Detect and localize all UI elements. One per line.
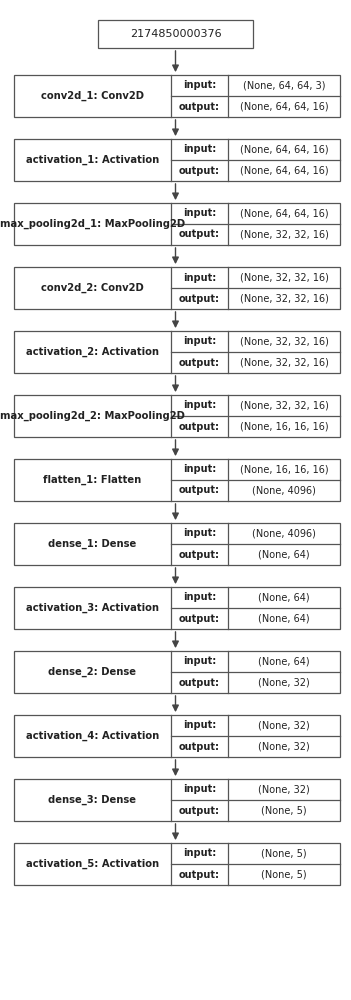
Text: output:: output: <box>179 742 220 752</box>
Text: (None, 32): (None, 32) <box>258 678 310 688</box>
Text: input:: input: <box>183 464 216 475</box>
Text: output:: output: <box>179 550 220 560</box>
Bar <box>14 75 340 117</box>
Text: output:: output: <box>179 869 220 880</box>
Bar <box>14 267 340 309</box>
Text: activation_1: Activation: activation_1: Activation <box>26 155 159 165</box>
Text: input:: input: <box>183 848 216 858</box>
Text: dense_2: Dense: dense_2: Dense <box>48 667 137 677</box>
Text: (None, 32, 32, 16): (None, 32, 32, 16) <box>240 358 329 367</box>
Bar <box>14 587 340 629</box>
Text: input:: input: <box>183 528 216 538</box>
Text: (None, 32): (None, 32) <box>258 742 310 752</box>
Text: (None, 64, 64, 16): (None, 64, 64, 16) <box>240 144 329 154</box>
Text: activation_2: Activation: activation_2: Activation <box>26 347 159 357</box>
Text: input:: input: <box>183 720 216 730</box>
Text: (None, 32, 32, 16): (None, 32, 32, 16) <box>240 400 329 410</box>
Text: input:: input: <box>183 592 216 602</box>
Text: (None, 16, 16, 16): (None, 16, 16, 16) <box>240 422 329 432</box>
Text: activation_5: Activation: activation_5: Activation <box>26 859 159 869</box>
Text: activation_3: Activation: activation_3: Activation <box>26 603 159 613</box>
Text: (None, 64): (None, 64) <box>258 592 310 602</box>
Text: 2174850000376: 2174850000376 <box>130 29 221 39</box>
Bar <box>98 20 253 48</box>
Text: input:: input: <box>183 144 216 154</box>
Text: (None, 64): (None, 64) <box>258 550 310 560</box>
Text: output:: output: <box>179 613 220 624</box>
Text: (None, 32): (None, 32) <box>258 784 310 794</box>
Text: output:: output: <box>179 294 220 304</box>
Bar <box>14 139 340 181</box>
Bar <box>14 779 340 821</box>
Text: (None, 32, 32, 16): (None, 32, 32, 16) <box>240 273 329 283</box>
Text: dense_3: Dense: dense_3: Dense <box>48 795 137 805</box>
Text: conv2d_2: Conv2D: conv2d_2: Conv2D <box>41 283 144 293</box>
Text: input:: input: <box>183 336 216 346</box>
Text: input:: input: <box>183 656 216 666</box>
Text: (None, 5): (None, 5) <box>261 806 307 816</box>
Text: output:: output: <box>179 486 220 495</box>
Text: output:: output: <box>179 806 220 816</box>
Text: output:: output: <box>179 229 220 239</box>
Text: input:: input: <box>183 400 216 410</box>
Text: conv2d_1: Conv2D: conv2d_1: Conv2D <box>41 91 144 101</box>
Text: (None, 4096): (None, 4096) <box>252 528 316 538</box>
Text: input:: input: <box>183 80 216 90</box>
Text: (None, 64, 64, 16): (None, 64, 64, 16) <box>240 209 329 219</box>
Text: (None, 5): (None, 5) <box>261 869 307 880</box>
Text: (None, 32): (None, 32) <box>258 720 310 730</box>
Bar <box>14 843 340 885</box>
Text: output:: output: <box>179 166 220 176</box>
Text: output:: output: <box>179 102 220 111</box>
Text: activation_4: Activation: activation_4: Activation <box>26 731 159 741</box>
Text: (None, 64, 64, 16): (None, 64, 64, 16) <box>240 102 329 111</box>
Bar <box>14 203 340 245</box>
Bar <box>14 715 340 757</box>
Text: output:: output: <box>179 678 220 688</box>
Text: (None, 64, 64, 16): (None, 64, 64, 16) <box>240 166 329 176</box>
Text: (None, 16, 16, 16): (None, 16, 16, 16) <box>240 464 329 475</box>
Text: (None, 64): (None, 64) <box>258 613 310 624</box>
Bar <box>14 459 340 501</box>
Bar <box>14 523 340 565</box>
Text: (None, 5): (None, 5) <box>261 848 307 858</box>
Text: (None, 64): (None, 64) <box>258 656 310 666</box>
Text: input:: input: <box>183 784 216 794</box>
Text: input:: input: <box>183 209 216 219</box>
Bar <box>14 395 340 437</box>
Text: input:: input: <box>183 273 216 283</box>
Text: flatten_1: Flatten: flatten_1: Flatten <box>43 475 141 485</box>
Text: (None, 32, 32, 16): (None, 32, 32, 16) <box>240 229 329 239</box>
Text: (None, 64, 64, 3): (None, 64, 64, 3) <box>243 80 325 90</box>
Text: dense_1: Dense: dense_1: Dense <box>48 539 137 549</box>
Text: (None, 32, 32, 16): (None, 32, 32, 16) <box>240 294 329 304</box>
Text: max_pooling2d_1: MaxPooling2D: max_pooling2d_1: MaxPooling2D <box>0 219 185 229</box>
Bar <box>14 331 340 373</box>
Text: output:: output: <box>179 358 220 367</box>
Text: (None, 4096): (None, 4096) <box>252 486 316 495</box>
Text: max_pooling2d_2: MaxPooling2D: max_pooling2d_2: MaxPooling2D <box>0 411 185 421</box>
Bar <box>14 651 340 693</box>
Text: (None, 32, 32, 16): (None, 32, 32, 16) <box>240 336 329 346</box>
Text: output:: output: <box>179 422 220 432</box>
